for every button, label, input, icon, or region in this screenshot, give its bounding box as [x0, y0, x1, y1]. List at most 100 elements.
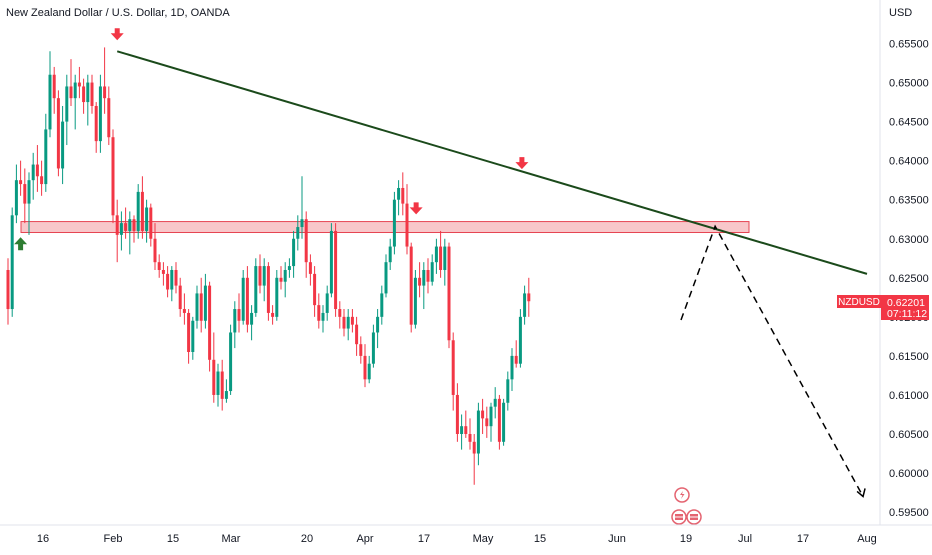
- candle-body: [363, 355, 367, 380]
- y-tick-label: 0.60500: [889, 429, 929, 441]
- candle-body: [401, 187, 405, 204]
- candle-body: [245, 277, 249, 325]
- lightning-glyph: [680, 491, 685, 499]
- candle-body: [149, 207, 153, 239]
- price-tag-value: 0.62201: [887, 297, 925, 309]
- candle-body: [69, 86, 73, 99]
- candle-body: [304, 219, 308, 263]
- candle-body: [413, 277, 417, 325]
- candle-body: [208, 285, 212, 360]
- x-tick-label: 20: [301, 533, 313, 545]
- candle-body: [313, 273, 317, 306]
- symbol-tag-label: NZDUSD: [838, 297, 880, 308]
- candle-body: [321, 312, 325, 321]
- candle-body: [145, 207, 149, 231]
- candle-body: [485, 418, 489, 427]
- down-arrow-icon: [110, 28, 124, 41]
- candle-body: [203, 285, 207, 321]
- candle-body: [6, 269, 10, 310]
- candle-body: [27, 180, 31, 204]
- symbol-title: New Zealand Dollar / U.S. Dollar, 1D, OA…: [6, 7, 230, 19]
- candle-body: [161, 269, 165, 274]
- candle-body: [31, 164, 35, 181]
- candle-body: [430, 262, 434, 282]
- down-arrow-icon: [409, 202, 423, 215]
- candle-body: [266, 266, 270, 313]
- candle-body: [220, 371, 224, 399]
- candle-body: [346, 316, 350, 329]
- candle-body: [451, 340, 455, 395]
- candle-body: [44, 129, 48, 185]
- candle-body: [418, 277, 422, 286]
- candle-body: [14, 180, 18, 216]
- symbol-tag-bg: [837, 295, 881, 308]
- candle-body: [191, 320, 195, 352]
- candle-body: [392, 199, 396, 247]
- candle-body: [342, 316, 346, 329]
- y-tick-label: 0.60000: [889, 468, 929, 480]
- candle-body: [283, 269, 287, 282]
- x-tick-label: Jul: [738, 533, 752, 545]
- y-tick-label: 0.63500: [889, 195, 929, 207]
- candle-body: [527, 293, 531, 302]
- currency-label: USD: [889, 7, 912, 19]
- x-tick-label: Feb: [104, 533, 123, 545]
- candle-body: [170, 269, 174, 290]
- candle-body: [166, 273, 170, 290]
- price-tag-bg: [881, 295, 929, 320]
- candle-body: [195, 293, 199, 321]
- candle-body: [523, 293, 527, 317]
- candle-body: [35, 164, 39, 177]
- candle-body: [77, 82, 81, 87]
- x-tick-label: Apr: [356, 533, 373, 545]
- candle-body: [233, 309, 237, 333]
- projection-arrowhead: [856, 488, 866, 498]
- candle-body: [94, 105, 98, 142]
- candle-body: [380, 293, 384, 317]
- candle-body: [367, 363, 371, 380]
- candle-body: [287, 266, 291, 270]
- candle-body: [329, 230, 333, 294]
- candle-body: [405, 203, 409, 247]
- candle-body: [224, 391, 228, 399]
- candle-body: [275, 277, 279, 317]
- candle-body: [199, 293, 203, 321]
- candle-body: [187, 312, 191, 352]
- candle-body: [82, 86, 86, 103]
- candle-body: [308, 262, 312, 274]
- candle-body: [443, 246, 447, 270]
- candle-body: [317, 305, 321, 321]
- candle-body: [371, 332, 375, 364]
- candle-body: [136, 191, 140, 231]
- candle-body: [241, 277, 245, 321]
- candle-body: [355, 324, 359, 345]
- candle-body: [237, 309, 241, 321]
- candle-body: [409, 246, 413, 325]
- candle-body: [455, 394, 459, 434]
- down-arrow-icon: [515, 157, 529, 170]
- candle-body: [56, 98, 60, 169]
- projection-path: [680, 224, 864, 497]
- y-tick-label: 0.63000: [889, 234, 929, 246]
- y-tick-label: 0.65000: [889, 78, 929, 90]
- candle-body: [338, 309, 342, 317]
- candle-body: [250, 312, 254, 325]
- candle-body: [254, 266, 258, 313]
- up-arrow-icon: [14, 237, 28, 251]
- y-tick-label: 0.64500: [889, 117, 929, 129]
- candle-body: [153, 238, 157, 263]
- candle-body: [472, 441, 476, 454]
- candle-body: [325, 293, 329, 313]
- candle-body: [271, 312, 275, 317]
- candle-body: [157, 262, 161, 270]
- x-tick-label: 15: [534, 533, 546, 545]
- candle-body: [300, 219, 304, 228]
- candle-body: [19, 180, 23, 185]
- candle-body: [229, 332, 233, 392]
- x-tick-label: 15: [167, 533, 179, 545]
- candle-body: [182, 309, 186, 313]
- candle-body: [397, 187, 401, 200]
